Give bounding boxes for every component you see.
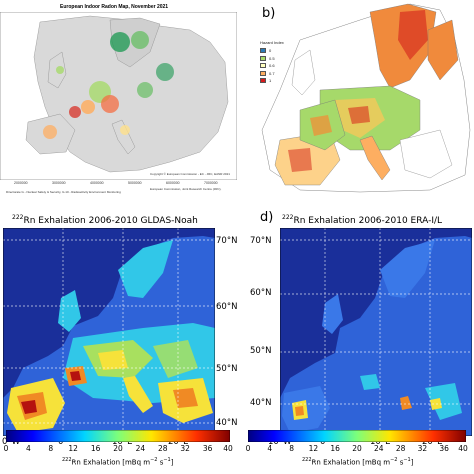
panel-a-xtick-1: 2000000 <box>14 181 28 185</box>
panel-d-lon-10w: 10°W <box>268 437 292 447</box>
panel-c-gridlines <box>3 228 215 436</box>
panel-c-colorbar: 0 4 8 12 16 20 24 28 32 36 40 222Rn Exha… <box>0 424 237 474</box>
panel-b-legend-item: 0.5 <box>260 55 284 63</box>
panel-a-xtick-4: 5000000 <box>128 181 142 185</box>
panel-c-cb-tick: 24 <box>135 444 146 453</box>
panel-a-title: European Indoor Radon Map, November 2021 <box>60 4 169 10</box>
panel-c-cb-tick: 20 <box>113 444 123 453</box>
panel-a-xtick-3: 4000000 <box>90 181 104 185</box>
panel-a-map <box>0 12 237 180</box>
legend-swatch <box>260 78 266 84</box>
panel-d-cb-tick: 36 <box>439 444 449 453</box>
panel-d-lon-20e: 20°E <box>422 437 443 447</box>
panel-d-cb-tick: 8 <box>289 444 294 453</box>
legend-swatch <box>260 70 266 76</box>
panel-d-lat-50: 50°N <box>250 346 272 356</box>
panel-c-lon-0w: 0°W <box>2 437 21 447</box>
panel-a-radon-patches <box>43 31 174 139</box>
panel-a-source-1: European Commission, Joint Research Cent… <box>150 187 222 191</box>
panel-a-xtick-6: 7000000 <box>204 181 218 185</box>
panel-d-lon-0: 0° <box>320 437 330 447</box>
panel-b-letter: b) <box>262 6 276 21</box>
panel-c-lat-40: 40°N <box>216 418 238 428</box>
panel-d-map <box>280 228 472 436</box>
panel-a-radon-map: European Indoor Radon Map, November 2021… <box>0 0 237 195</box>
legend-swatch <box>260 48 266 54</box>
panel-d-title-text: Rn Exhalation 2006-2010 ERA-I/L <box>293 216 443 226</box>
panel-d-lon-10e: 10°E <box>370 437 391 447</box>
panel-a-xtick-5: 6000000 <box>166 181 180 185</box>
panel-b-legend: Hazard Index 0 0.5 0.6 0.7 1 <box>260 40 284 85</box>
panel-d-cb-tick: 20 <box>352 444 362 453</box>
legend-label: 1 <box>269 78 272 84</box>
panel-a-source-2: Directorate G - Nuclear Safety & Securit… <box>6 190 121 194</box>
panel-d-cb-tick: 32 <box>417 444 428 453</box>
panel-c-lon-0: 0° <box>58 437 68 447</box>
panel-b-map <box>261 3 471 193</box>
panel-c-cb-title: 222Rn Exhalation [mBq m−2 s−1] <box>62 457 174 467</box>
panel-c-lat-70: 70°N <box>216 236 238 246</box>
legend-label: 0 <box>269 48 272 54</box>
panel-b-legend-item: 0 <box>260 47 284 55</box>
panel-c-cb-tick: 32 <box>180 444 190 453</box>
legend-swatch <box>260 55 266 61</box>
panel-c-cb-tick: 36 <box>202 444 213 453</box>
panel-c-lat-60: 60°N <box>216 302 238 312</box>
panel-d-cb-tick: 4 <box>267 444 273 453</box>
panel-d-cb-tick: 28 <box>395 444 406 453</box>
panel-c-cb-tick: 8 <box>48 444 54 453</box>
panel-b-legend-item: 1 <box>260 77 284 85</box>
panel-a-xtick-2: 3000000 <box>52 181 66 185</box>
panel-d-gridlines <box>280 228 472 436</box>
panel-d-title-sup: 222 <box>282 214 294 221</box>
panel-d-erai-map: d) 222Rn Exhalation 2006-2010 ERA-I/L 70… <box>240 210 474 474</box>
panel-c-title: 222Rn Exhalation 2006-2010 GLDAS-Noah <box>12 214 198 226</box>
panel-c-gldas-map: 222Rn Exhalation 2006-2010 GLDAS-Noah <box>0 212 237 474</box>
panel-d-land <box>280 236 472 436</box>
panel-c-cb-tick: 40 <box>223 444 233 453</box>
panel-d-cb-tick: 40 <box>458 444 468 453</box>
panel-d-cb-tick: 0 <box>245 444 251 453</box>
panel-d-lat-40: 40°N <box>250 398 272 408</box>
panel-c-colorbar-gradient <box>6 430 230 442</box>
legend-label: 0.6 <box>269 63 275 69</box>
panel-d-cb-title: 222Rn Exhalation [mBq m−2 s−1] <box>302 457 414 467</box>
panel-d-letter: d) <box>260 210 274 225</box>
panel-c-lat-50: 50°N <box>216 364 238 374</box>
legend-label: 0.7 <box>269 70 275 76</box>
panel-b-hazard-map: b) Hazard Index 0 0.5 <box>240 0 474 195</box>
panel-d-lat-70: 70°N <box>250 236 272 246</box>
panel-d-colorbar-gradient <box>248 430 466 442</box>
panel-a-copyright: Copyright © European Commission - EC - J… <box>150 172 230 176</box>
panel-c-title-text: Rn Exhalation 2006-2010 GLDAS-Noah <box>23 216 198 226</box>
panel-d-cb-tick: 16 <box>330 444 340 453</box>
panel-c-cb-tick: 28 <box>158 444 168 453</box>
panel-b-legend-item: 0.6 <box>260 62 284 70</box>
panel-d-colorbar: 0 4 8 12 16 20 24 28 32 36 40 222Rn Exha… <box>244 424 474 474</box>
panel-c-lon-20e: 20°E <box>168 437 189 447</box>
panel-a-italy <box>111 119 136 155</box>
legend-swatch <box>260 63 266 69</box>
panel-c-cb-tick: 12 <box>68 444 78 453</box>
panel-d-cb-tick: 24 <box>374 444 384 453</box>
panel-c-cb-tick: 4 <box>26 444 31 453</box>
panel-b-balkans <box>399 129 453 179</box>
panel-b-legend-title: Hazard Index <box>260 40 284 45</box>
panel-c-cb-tick: 16 <box>90 444 101 453</box>
panel-b-britain <box>291 49 316 96</box>
panel-a-land <box>33 15 229 173</box>
panel-c-map <box>3 228 215 436</box>
panel-d-title: 222Rn Exhalation 2006-2010 ERA-I/L <box>282 214 442 226</box>
panel-c-title-sup: 222 <box>12 214 24 221</box>
panel-c-lon-10e: 10°E <box>112 437 133 447</box>
panel-d-lat-60: 60°N <box>250 288 272 298</box>
panel-b-legend-item: 0.7 <box>260 70 284 78</box>
panel-c-cb-tick: 0 <box>3 444 9 453</box>
panel-b-finland <box>427 19 459 81</box>
panel-d-cb-tick: 12 <box>308 444 319 453</box>
legend-label: 0.5 <box>269 55 275 61</box>
panel-b-italy <box>359 135 391 181</box>
